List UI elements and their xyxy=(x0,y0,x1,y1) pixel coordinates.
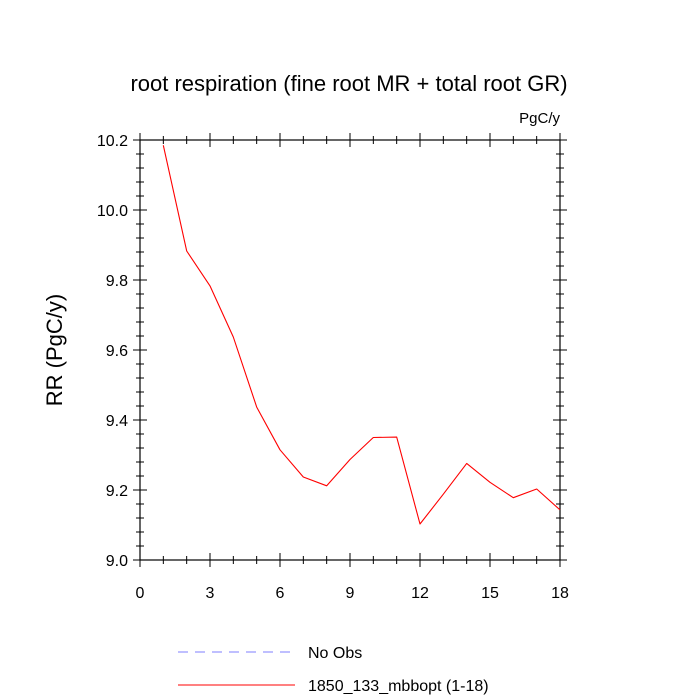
axis-ticks xyxy=(133,133,567,567)
legend-label: 1850_133_mbbopt (1-18) xyxy=(308,678,489,695)
y-tick-label: 9.4 xyxy=(106,413,128,430)
y-axis-label: RR (PgC/y) xyxy=(42,294,67,406)
y-tick-label: 9.2 xyxy=(106,483,128,500)
units-label: PgC/y xyxy=(519,110,560,127)
x-tick-label: 18 xyxy=(551,585,569,602)
x-tick-label: 0 xyxy=(136,585,145,602)
legend-label: No Obs xyxy=(308,645,362,662)
x-tick-label: 3 xyxy=(206,585,215,602)
y-tick-label: 9.0 xyxy=(106,553,128,570)
y-tick-label: 10.0 xyxy=(97,203,128,220)
plot-frame xyxy=(139,139,561,561)
y-tick-label: 9.8 xyxy=(106,273,128,290)
y-tick-label: 9.6 xyxy=(106,343,128,360)
x-tick-label: 15 xyxy=(481,585,499,602)
series-layer xyxy=(162,145,561,525)
x-tick-label: 9 xyxy=(346,585,355,602)
chart-title: root respiration (fine root MR + total r… xyxy=(130,71,567,96)
y-tick-label: 10.2 xyxy=(97,133,128,150)
legend: No Obs 1850_133_mbbopt (1-18) xyxy=(178,645,489,695)
x-tick-label: 12 xyxy=(411,585,429,602)
x-tick-label: 6 xyxy=(276,585,285,602)
series-line xyxy=(162,145,561,525)
axis-tick-labels: 9.0 9.2 9.4 9.6 9.8 10.0 10.2 0 3 6 9 12 15 18 xyxy=(97,133,569,602)
